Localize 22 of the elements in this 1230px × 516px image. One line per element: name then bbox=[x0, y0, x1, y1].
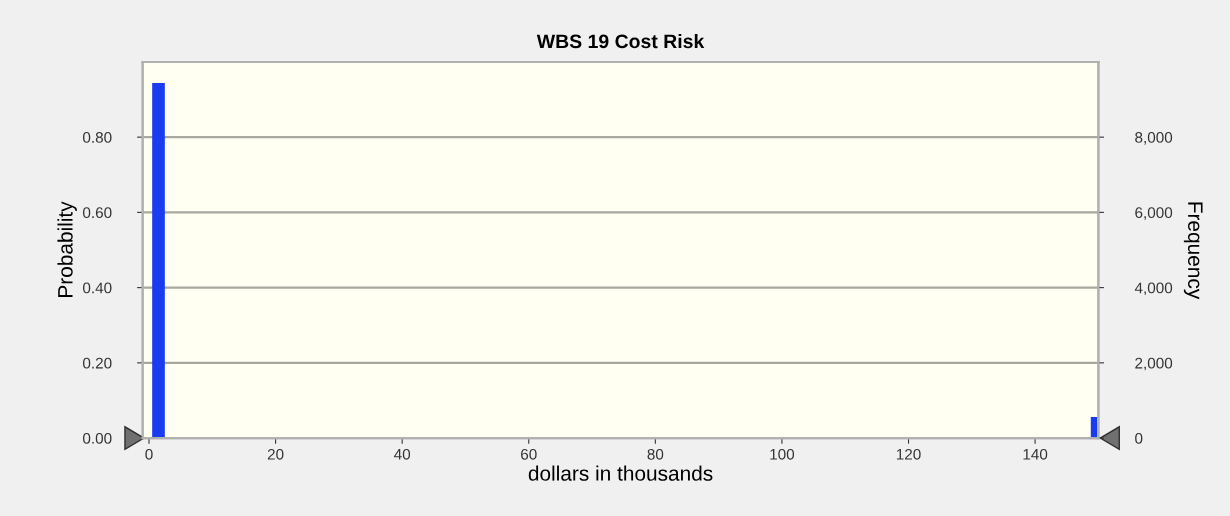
x-axis-title: dollars in thousands bbox=[528, 465, 713, 481]
y2-tick-label: 6,000 bbox=[1135, 207, 1173, 220]
y2-tick-label: 0 bbox=[1135, 432, 1143, 444]
y2-tick-label: 4,000 bbox=[1134, 282, 1173, 296]
x-tick-label: 80 bbox=[647, 448, 664, 460]
y2-axis-title: Frequency bbox=[1183, 202, 1203, 300]
x-tick-label: 60 bbox=[521, 448, 537, 460]
x-tick-label: 140 bbox=[1023, 448, 1048, 460]
x-tick-label: 100 bbox=[770, 448, 795, 460]
y-tick-label: 0.40 bbox=[82, 282, 112, 294]
y-axis-title: Probability bbox=[57, 201, 77, 297]
y-tick-label: 0.20 bbox=[82, 357, 112, 369]
chart-title: WBS 19 Cost Risk bbox=[536, 33, 705, 49]
x-tick-label: 120 bbox=[896, 448, 921, 460]
y-tick-label: 0.60 bbox=[82, 207, 112, 219]
y2-tick-label: 8,000 bbox=[1135, 132, 1173, 145]
y-tick-label: 0.80 bbox=[82, 132, 112, 143]
y2-tick-label: 2,000 bbox=[1135, 357, 1173, 371]
y-tick-label: 0.00 bbox=[82, 432, 112, 444]
x-tick-label: 20 bbox=[267, 448, 284, 460]
x-tick-label: 40 bbox=[394, 448, 411, 460]
x-tick-label: 0 bbox=[145, 448, 153, 460]
